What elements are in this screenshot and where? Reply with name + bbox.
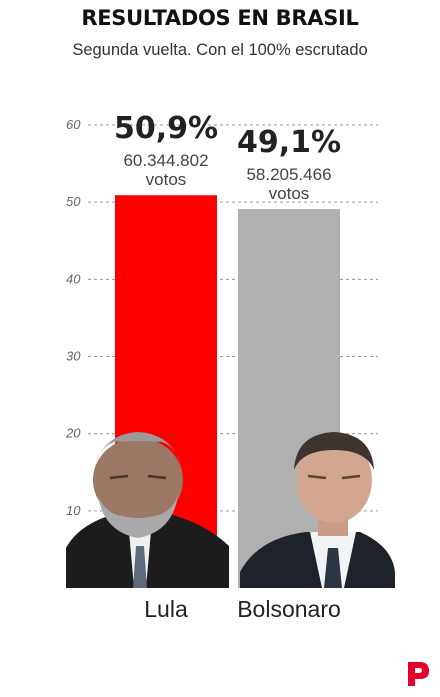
y-tick-label: 20: [65, 426, 81, 441]
y-tick-label: 10: [66, 503, 81, 518]
chart-subtitle: Segunda vuelta. Con el 100% escrutado: [72, 41, 368, 59]
lula-portrait: [66, 432, 229, 588]
category-label: Bolsonaro: [237, 596, 341, 622]
percent-label: 49,1%: [237, 125, 341, 160]
chart-title: RESULTADOS EN BRASIL: [81, 6, 359, 30]
y-tick-label: 60: [66, 117, 81, 132]
votes-word-label: votos: [269, 184, 310, 203]
y-tick-label: 30: [66, 349, 81, 364]
publisher-logo: [408, 662, 429, 686]
vote-count-label: 58.205.466: [246, 165, 331, 184]
bolsonaro-portrait: [240, 432, 395, 588]
percent-label: 50,9%: [114, 111, 218, 146]
y-tick-label: 40: [66, 271, 81, 286]
vote-count-label: 60.344.802: [123, 151, 208, 170]
y-tick-label: 50: [66, 194, 81, 209]
category-label: Lula: [144, 596, 188, 622]
votes-word-label: votos: [146, 170, 187, 189]
